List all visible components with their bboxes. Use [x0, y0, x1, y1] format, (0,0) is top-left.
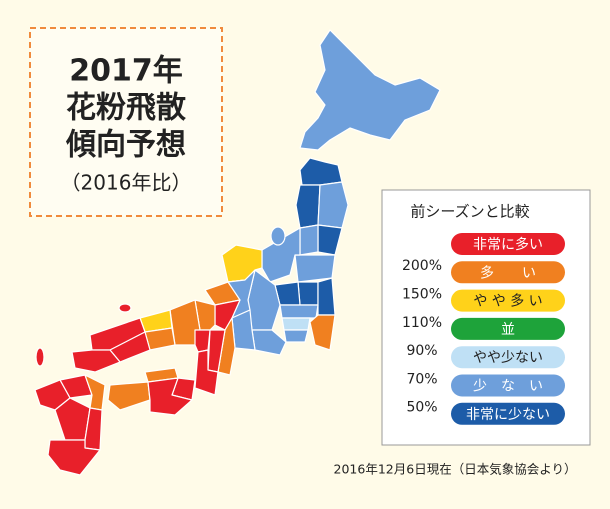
legend-threshold: 150% [402, 286, 442, 302]
prefecture [283, 329, 309, 343]
legend-label: 少 な い [473, 379, 543, 395]
title-line: 傾向予想 [65, 128, 186, 163]
legend-title: 前シーズンと比較 [410, 203, 529, 221]
prefecture [270, 226, 286, 246]
legend-label: 非常に少ない [466, 407, 550, 423]
prefecture [299, 157, 343, 186]
legend-threshold: 70% [406, 371, 437, 387]
prefecture [47, 439, 101, 476]
prefecture [317, 224, 343, 256]
prefecture [194, 329, 211, 353]
legend-threshold: 200% [402, 258, 442, 274]
legend-label: 多 い [480, 264, 536, 281]
title-line: 花粉飛散 [66, 91, 186, 126]
prefecture [251, 329, 287, 356]
legend-label: や や 多 い [473, 293, 542, 310]
prefecture [261, 227, 301, 283]
prefecture [295, 184, 321, 229]
legend-threshold: 50% [406, 400, 437, 416]
prefecture [297, 281, 319, 306]
prefecture [294, 254, 336, 283]
prefecture [299, 29, 441, 151]
prefecture [317, 277, 336, 316]
prefecture [317, 181, 349, 229]
legend-label: 並 [501, 322, 515, 338]
legend-box [381, 189, 591, 446]
map [34, 29, 441, 476]
legend-swatch [451, 233, 565, 255]
title-box [29, 27, 223, 217]
legend-label: やや少ない [473, 350, 543, 366]
legend-swatch [451, 317, 565, 340]
prefecture [35, 347, 45, 367]
legend-swatch [451, 346, 565, 369]
footer: 2016年12月6日現在（日本気象協会より） [334, 462, 577, 477]
prefecture [71, 349, 121, 373]
legend-threshold: 110% [402, 315, 442, 331]
prefecture [279, 304, 319, 319]
legend-swatch [451, 289, 565, 312]
prefecture [107, 381, 151, 411]
prefecture [281, 317, 311, 331]
prefecture [194, 349, 219, 396]
legend-swatch [451, 261, 565, 284]
prefecture [147, 377, 193, 416]
legend-threshold: 90% [406, 343, 437, 359]
title-subline: （2016年比） [61, 171, 192, 195]
prefecture [118, 303, 132, 313]
legend-swatch [451, 374, 565, 397]
prefecture [299, 224, 319, 256]
prefecture [309, 314, 336, 351]
legend-label: 非常に多い [473, 236, 543, 253]
title-line: 2017年 [69, 54, 183, 89]
legend-swatch [451, 402, 565, 425]
